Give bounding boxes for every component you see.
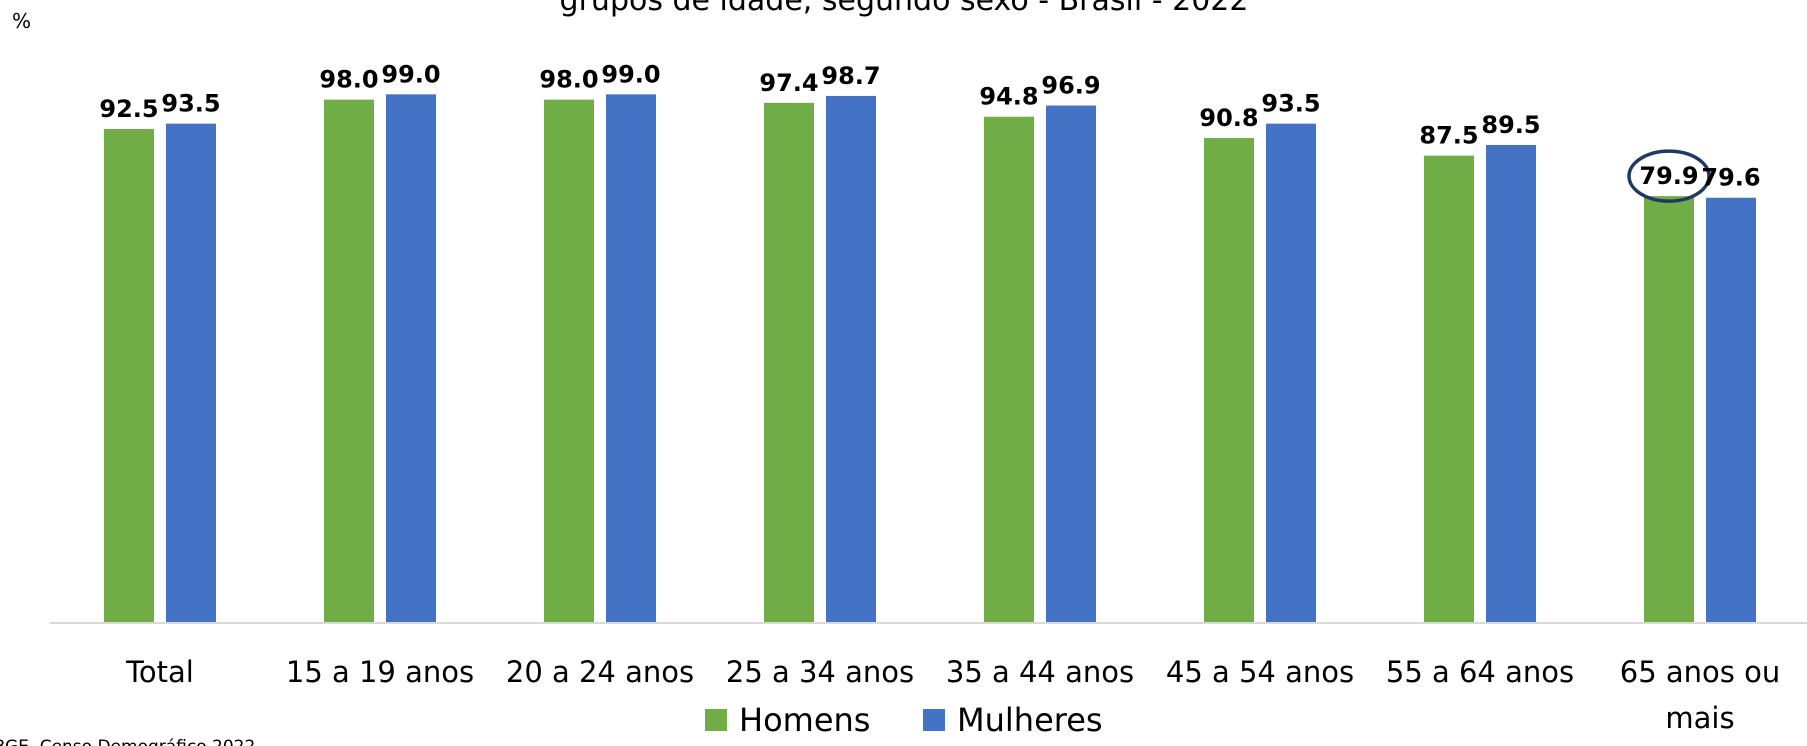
- bar: [1204, 138, 1254, 622]
- data-label: 96.9: [1041, 72, 1100, 100]
- x-tick-label: 45 a 54 anos: [1166, 655, 1354, 689]
- legend-label: Mulheres: [957, 701, 1103, 739]
- bar: [764, 102, 814, 622]
- bar: [1046, 105, 1096, 622]
- data-label: 92.5: [99, 95, 158, 123]
- data-label: 90.8: [1199, 104, 1258, 132]
- chart-title: grupos de idade, segundo sexo - Brasil -…: [560, 0, 1249, 18]
- bar: [386, 94, 436, 622]
- data-label: 93.5: [161, 90, 220, 118]
- data-label: 98.0: [539, 66, 598, 94]
- bar: [1706, 197, 1756, 622]
- x-tick-label: 20 a 24 anos: [506, 655, 694, 689]
- x-tick-label: 35 a 44 anos: [946, 655, 1134, 689]
- data-label: 99.0: [381, 60, 440, 88]
- data-label: 79.6: [1701, 164, 1760, 192]
- bar: [606, 94, 656, 622]
- bar: [544, 99, 594, 622]
- x-tick-labels: Total 15 a 19 anos 20 a 24 anos 25 a 34 ano…: [125, 655, 1780, 735]
- x-tick-label: 25 a 34 anos: [726, 655, 914, 689]
- y-axis-unit: %: [12, 9, 31, 33]
- x-tick-label: 55 a 64 anos: [1386, 655, 1574, 689]
- data-label: 94.8: [979, 83, 1038, 111]
- bar: [1644, 196, 1694, 622]
- bar: [324, 99, 374, 622]
- data-label: 98.7: [821, 62, 880, 90]
- bar: [826, 95, 876, 622]
- bar: [1266, 123, 1316, 623]
- bars-layer: [104, 94, 1756, 623]
- bar: [984, 116, 1034, 622]
- bar: [166, 123, 216, 623]
- x-tick-label: 65 anos ou mais: [1620, 655, 1780, 735]
- bar: [1424, 155, 1474, 622]
- data-label: 79.9: [1639, 162, 1698, 190]
- bar: [1486, 144, 1536, 622]
- legend-label: Homens: [739, 701, 870, 739]
- legend-swatch: [705, 709, 727, 731]
- source-note: Fonte: IBGE, Censo Demográfico 2022: [0, 737, 255, 746]
- highlight-circle: [1627, 149, 1711, 203]
- x-tick-label: Total: [125, 655, 194, 689]
- bar: [104, 128, 154, 622]
- x-tick-label: 15 a 19 anos: [286, 655, 474, 689]
- data-label: 98.0: [319, 66, 378, 94]
- data-label: 97.4: [759, 69, 818, 97]
- data-label: 99.0: [601, 60, 660, 88]
- data-label: 87.5: [1419, 122, 1478, 150]
- data-label: 89.5: [1481, 111, 1540, 139]
- data-labels-layer: 92.5 93.598.0 99.0 98.0 99.0 97.4 98.794.8 96.9…: [99, 60, 1761, 203]
- legend: Homens Mulheres: [705, 701, 1103, 739]
- data-label: 93.5: [1261, 90, 1320, 118]
- legend-swatch: [923, 709, 945, 731]
